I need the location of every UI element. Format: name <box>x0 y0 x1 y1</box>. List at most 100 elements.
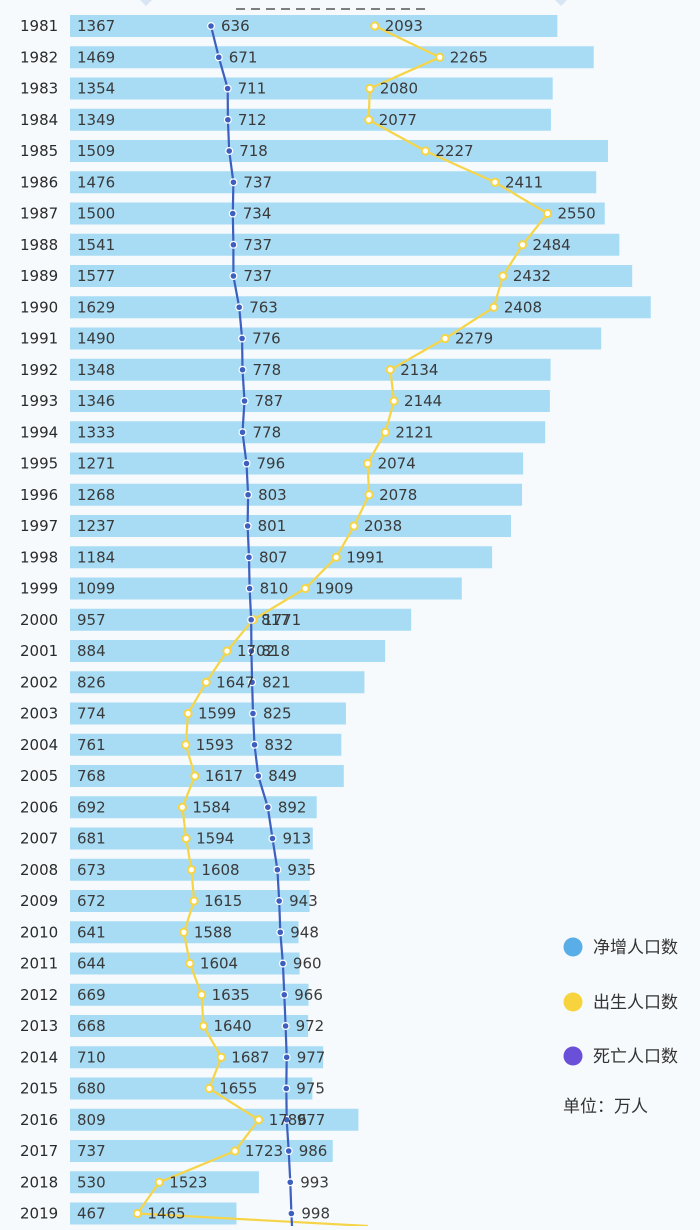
birth-label-1986: 2411 <box>505 173 543 191</box>
year-label-1993: 1993 <box>20 392 58 410</box>
birth-point-1993 <box>389 396 399 406</box>
net-label-2007: 681 <box>77 830 106 848</box>
death-label-2007: 913 <box>282 830 311 848</box>
birth-label-1991: 2279 <box>455 330 493 348</box>
death-point-2016 <box>282 1115 291 1124</box>
death-point-2002 <box>248 678 257 687</box>
death-point-1985 <box>225 147 234 156</box>
bar-net-2007 <box>70 827 313 850</box>
death-point-2001 <box>247 646 256 655</box>
death-point-1996 <box>244 490 253 499</box>
year-label-1988: 1988 <box>20 236 58 254</box>
birth-label-1996: 2078 <box>379 486 417 504</box>
bar-net-2014 <box>70 1046 324 1069</box>
birth-point-1991 <box>440 333 450 344</box>
net-label-1997: 1237 <box>77 517 115 535</box>
net-label-1985: 1509 <box>77 142 115 160</box>
birth-label-2005: 1617 <box>205 767 243 785</box>
death-label-1993: 787 <box>255 392 284 410</box>
birth-point-1995 <box>362 458 373 469</box>
year-label-2005: 2005 <box>20 767 58 785</box>
birth-label-1992: 2134 <box>400 361 438 379</box>
birth-point-2005 <box>190 771 200 781</box>
year-label-2015: 2015 <box>20 1080 58 1098</box>
birth-point-2003 <box>183 708 193 719</box>
birth-point-2019 <box>132 1208 142 1219</box>
year-label-1994: 1994 <box>20 423 58 441</box>
birth-label-2002: 1647 <box>216 673 254 691</box>
bar-net-1984 <box>70 108 551 131</box>
birth-label-2010: 1588 <box>194 923 232 941</box>
bar-net-1998 <box>70 546 493 569</box>
death-point-1983 <box>223 84 232 93</box>
death-point-2015 <box>282 1084 291 1093</box>
birth-label-1989: 2432 <box>513 267 551 285</box>
bar-net-1991 <box>70 327 602 350</box>
bar-net-2011 <box>70 952 300 975</box>
birth-point-1989 <box>498 271 508 281</box>
legend-swatch-3 <box>563 1046 583 1066</box>
year-label-1987: 1987 <box>20 205 58 223</box>
bar-net-2000 <box>70 608 412 631</box>
death-label-1990: 763 <box>249 298 278 316</box>
birth-label-2003: 1599 <box>198 705 236 723</box>
legend-label-1: 净增人口数 <box>593 938 678 958</box>
bar-net-2004 <box>70 733 342 756</box>
year-label-1989: 1989 <box>20 267 58 285</box>
death-label-2005: 849 <box>268 767 297 785</box>
bar-net-1992 <box>70 358 551 381</box>
birth-point-1996 <box>364 490 374 500</box>
death-point-2009 <box>275 896 284 905</box>
death-point-2003 <box>248 709 257 718</box>
legend-label-2: 出生人口数 <box>593 993 678 1013</box>
death-label-1982: 671 <box>229 48 258 66</box>
death-label-2018: 993 <box>300 1173 329 1191</box>
birth-point-2010 <box>179 927 189 937</box>
death-point-1993 <box>240 397 249 406</box>
death-point-2011 <box>278 959 287 968</box>
bar-net-2002 <box>70 671 365 694</box>
bar-net-1987 <box>70 202 605 225</box>
bar-net-1995 <box>70 452 524 475</box>
death-label-1994: 778 <box>253 423 282 441</box>
birth-point-2011 <box>185 958 195 969</box>
birth-label-2011: 1604 <box>200 955 238 973</box>
net-label-1996: 1268 <box>77 486 115 504</box>
year-label-2002: 2002 <box>20 673 58 691</box>
year-label-2000: 2000 <box>20 611 58 629</box>
death-label-1996: 803 <box>258 486 287 504</box>
year-label-2017: 2017 <box>20 1142 58 1160</box>
year-label-2004: 2004 <box>20 736 58 754</box>
birth-point-1986 <box>490 177 500 187</box>
death-label-2000: 817 <box>261 611 290 629</box>
year-label-2006: 2006 <box>20 798 58 816</box>
net-label-2018: 530 <box>77 1173 106 1191</box>
bar-net-1988 <box>70 233 620 256</box>
net-label-2004: 761 <box>77 736 106 754</box>
death-label-2012: 966 <box>294 986 323 1004</box>
bar-net-1989 <box>70 265 633 287</box>
net-label-2005: 768 <box>77 767 106 785</box>
year-label-2013: 2013 <box>20 1017 58 1035</box>
death-label-1991: 776 <box>252 330 281 348</box>
birth-label-2004: 1593 <box>196 736 234 754</box>
birth-label-1982: 2265 <box>450 48 488 66</box>
death-label-2013: 972 <box>296 1017 325 1035</box>
death-point-2017 <box>284 1146 293 1155</box>
death-point-1992 <box>238 365 247 374</box>
year-label-1985: 1985 <box>20 142 58 160</box>
bar-net-2003 <box>70 702 346 725</box>
death-point-2008 <box>273 865 282 874</box>
birth-label-1993: 2144 <box>404 392 442 410</box>
net-label-1982: 1469 <box>77 48 115 66</box>
death-label-2002: 821 <box>262 673 291 691</box>
bar-net-1986 <box>70 171 597 194</box>
legend-swatch-1 <box>563 937 583 957</box>
net-label-2017: 737 <box>77 1142 106 1160</box>
death-point-2006 <box>263 803 272 812</box>
year-label-1992: 1992 <box>20 361 58 379</box>
birth-label-1999: 1909 <box>315 580 353 598</box>
year-label-1996: 1996 <box>20 486 58 504</box>
